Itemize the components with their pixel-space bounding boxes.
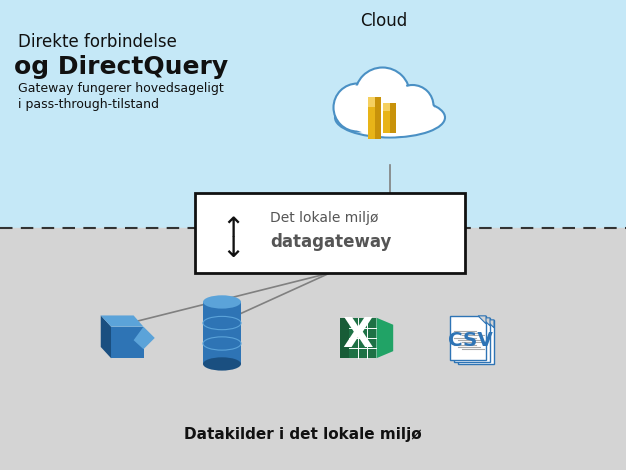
Text: ↑: ↑ [222,215,245,243]
Text: ↓: ↓ [222,235,245,263]
Polygon shape [478,316,486,324]
Ellipse shape [203,357,241,371]
FancyBboxPatch shape [458,320,494,364]
Text: Datakilder i det lokale miljø: Datakilder i det lokale miljø [184,428,422,442]
FancyBboxPatch shape [339,318,349,358]
FancyBboxPatch shape [368,97,381,139]
Text: Cloud: Cloud [360,12,408,30]
Polygon shape [111,327,122,358]
Circle shape [357,70,408,120]
Circle shape [336,86,379,130]
Polygon shape [111,327,143,358]
Circle shape [391,85,433,127]
Ellipse shape [342,94,438,136]
FancyBboxPatch shape [339,318,376,358]
Circle shape [334,84,381,132]
Text: og DirectQuery: og DirectQuery [14,55,228,79]
Polygon shape [376,318,393,358]
FancyBboxPatch shape [454,318,490,362]
FancyBboxPatch shape [383,103,396,133]
FancyBboxPatch shape [195,193,465,273]
FancyBboxPatch shape [390,103,396,133]
Polygon shape [486,320,494,328]
Text: CSV: CSV [448,331,493,350]
FancyBboxPatch shape [203,302,241,364]
Text: Det lokale miljø: Det lokale miljø [270,211,379,225]
Circle shape [355,68,410,123]
Circle shape [394,87,431,125]
FancyBboxPatch shape [375,97,381,139]
Text: Gateway fungerer hovedsageligt: Gateway fungerer hovedsageligt [18,82,223,95]
Text: datagateway: datagateway [270,233,391,251]
FancyBboxPatch shape [383,103,390,111]
Polygon shape [101,315,143,327]
Polygon shape [482,318,490,326]
Text: X: X [342,316,373,356]
Text: i pass-through-tilstand: i pass-through-tilstand [18,98,159,111]
Text: Direkte forbindelse: Direkte forbindelse [18,33,177,51]
Polygon shape [101,315,111,358]
Ellipse shape [335,97,445,138]
Ellipse shape [203,295,241,309]
Polygon shape [133,327,155,349]
FancyBboxPatch shape [368,97,375,107]
FancyBboxPatch shape [450,316,486,360]
